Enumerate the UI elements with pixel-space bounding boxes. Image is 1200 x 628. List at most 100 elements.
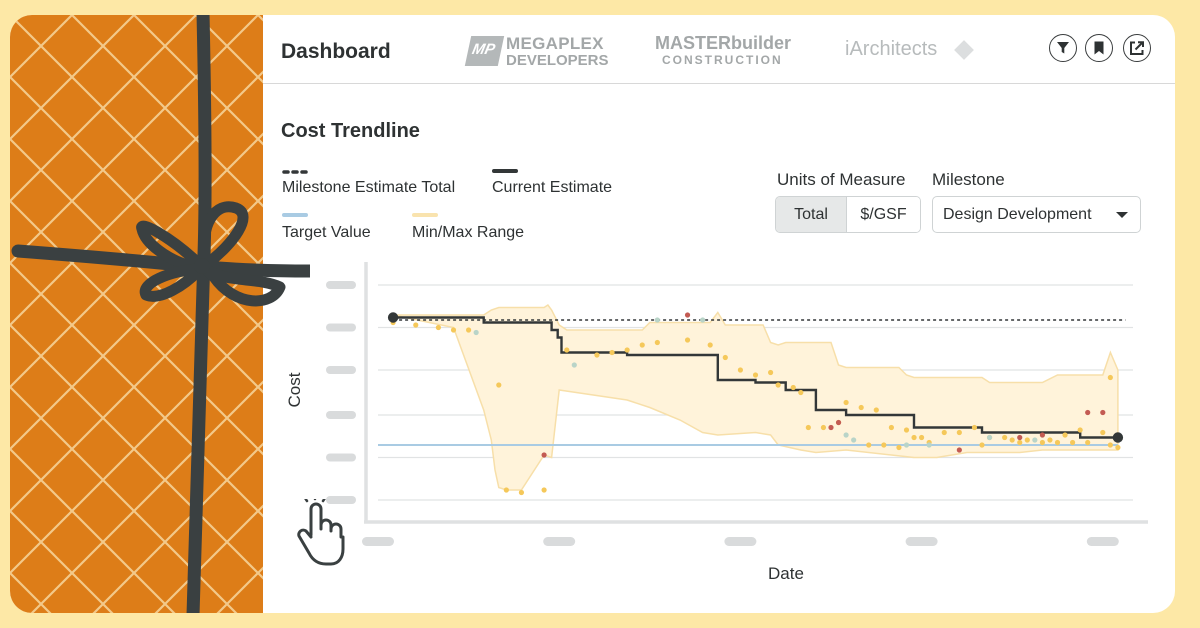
estimate-point-red [1039,432,1045,438]
estimate-point-yellow [707,342,713,348]
x-tick-label-placeholder [724,537,757,546]
estimate-point-yellow [722,354,728,361]
x-tick-label-placeholder [543,537,576,546]
estimate-point-yellow [1085,439,1091,446]
estimate-point-green [700,317,706,323]
milestone-select-value: Design Development [943,205,1092,223]
app-frame: Dashboard MP MEGAPLEX DEVELOPERS MASTERb… [10,15,1175,613]
legend-dotted-swatch [282,170,310,174]
top-bar: Dashboard MP MEGAPLEX DEVELOPERS MASTERb… [263,15,1175,84]
estimate-point-yellow [919,434,925,441]
filter-button[interactable] [1049,34,1077,62]
estimate-point-green [843,432,849,438]
estimate-point-yellow [737,367,743,373]
estimate-point-yellow [775,382,781,388]
gift-wrap-panel [10,15,263,613]
chevron-down-icon [1116,212,1128,218]
section-title: Cost Trendline [281,120,420,142]
estimate-point-yellow [1062,432,1068,438]
legend-current-estimate-swatch [492,169,518,173]
share-icon [1130,41,1144,55]
y-tick-label-placeholder [326,453,356,462]
estimate-point-yellow [503,487,509,493]
estimate-point-yellow [956,429,962,436]
min-max-range-area [392,303,1119,491]
estimate-point-yellow [790,384,796,391]
estimate-point-red [541,452,547,458]
units-option-per-gsf[interactable]: $/GSF [847,197,920,232]
estimate-point-yellow [820,424,827,431]
y-axis-label: Cost [285,372,304,407]
current-estimate-end-point [1112,432,1124,443]
units-toggle: Total $/GSF [775,196,921,233]
estimate-point-yellow [843,399,849,406]
x-axis-label: Date [768,564,804,583]
x-tick-label-placeholder [1086,537,1119,546]
gift-lattice-pattern [10,15,263,613]
milestone-label: Milestone [932,170,1005,189]
estimate-point-yellow [1054,439,1061,446]
estimate-point-yellow [594,352,600,358]
estimate-point-yellow [873,407,879,413]
estimate-point-green [571,362,577,368]
dashboard-main: Dashboard MP MEGAPLEX DEVELOPERS MASTERb… [263,15,1175,613]
legend-target-value: Target Value [282,224,371,241]
current-estimate-start-point [387,312,399,323]
estimate-point-green [903,442,910,448]
x-tick-label-placeholder [905,537,938,546]
legend-current-estimate: Current Estimate [492,179,613,196]
estimate-point-yellow [903,427,910,433]
hand-pointer-icon [297,499,345,566]
estimate-point-green [986,434,993,441]
legend-min-max-range: Min/Max Range [412,224,525,241]
estimate-point-yellow [858,404,864,411]
estimate-point-yellow [541,487,547,493]
estimate-point-yellow [888,424,895,431]
estimate-point-red [956,447,962,453]
logo-megaplex-developers: MP MEGAPLEX DEVELOPERS [464,34,609,69]
units-option-total[interactable]: Total [776,197,847,232]
bookmark-icon [1094,41,1104,55]
units-of-measure-label: Units of Measure [777,170,906,189]
estimate-point-yellow [466,327,472,333]
estimate-point-yellow [1009,437,1015,443]
estimate-point-yellow [609,349,615,356]
estimate-point-yellow [941,429,947,436]
share-button[interactable] [1123,34,1151,62]
y-tick-label-placeholder [326,411,356,419]
estimate-point-yellow [654,339,660,346]
estimate-point-red [828,424,834,431]
estimate-point-yellow [496,382,502,388]
estimate-point-yellow [1047,437,1053,443]
estimate-point-green [851,437,857,443]
estimate-point-yellow [450,327,457,333]
estimate-point-red [1017,434,1023,441]
estimate-point-yellow [1107,442,1113,448]
bookmark-button[interactable] [1085,34,1113,62]
estimate-point-yellow [624,347,630,353]
estimate-point-red [1100,409,1106,416]
estimate-point-yellow [1107,374,1113,381]
estimate-point-yellow [805,424,811,431]
estimate-point-green [473,329,479,336]
logo-masterbuilder-construction: MASTERbuilder CONSTRUCTION [655,33,805,69]
estimate-point-yellow [896,444,902,451]
y-tick-label-placeholder [326,366,356,374]
estimate-point-yellow [639,342,645,348]
logo-megaplex-line2: DEVELOPERS [506,52,609,69]
logo-masterbuilder-line2: CONSTRUCTION [662,53,783,67]
milestone-select[interactable]: Design Development [932,196,1141,233]
estimate-point-yellow [518,489,525,496]
estimate-point-yellow [971,424,978,431]
estimate-point-green [926,442,932,448]
estimate-point-red [684,312,691,318]
estimate-point-yellow [1002,434,1008,441]
y-tick-label-placeholder [326,281,356,289]
estimate-point-yellow [979,442,985,448]
estimate-point-yellow [1070,439,1076,446]
estimate-point-yellow [881,442,887,448]
estimate-point-green [654,317,660,323]
estimate-point-red [1085,409,1091,416]
logo-masterbuilder-line1: MASTERbuilder [655,33,792,53]
estimate-point-red [835,419,842,426]
